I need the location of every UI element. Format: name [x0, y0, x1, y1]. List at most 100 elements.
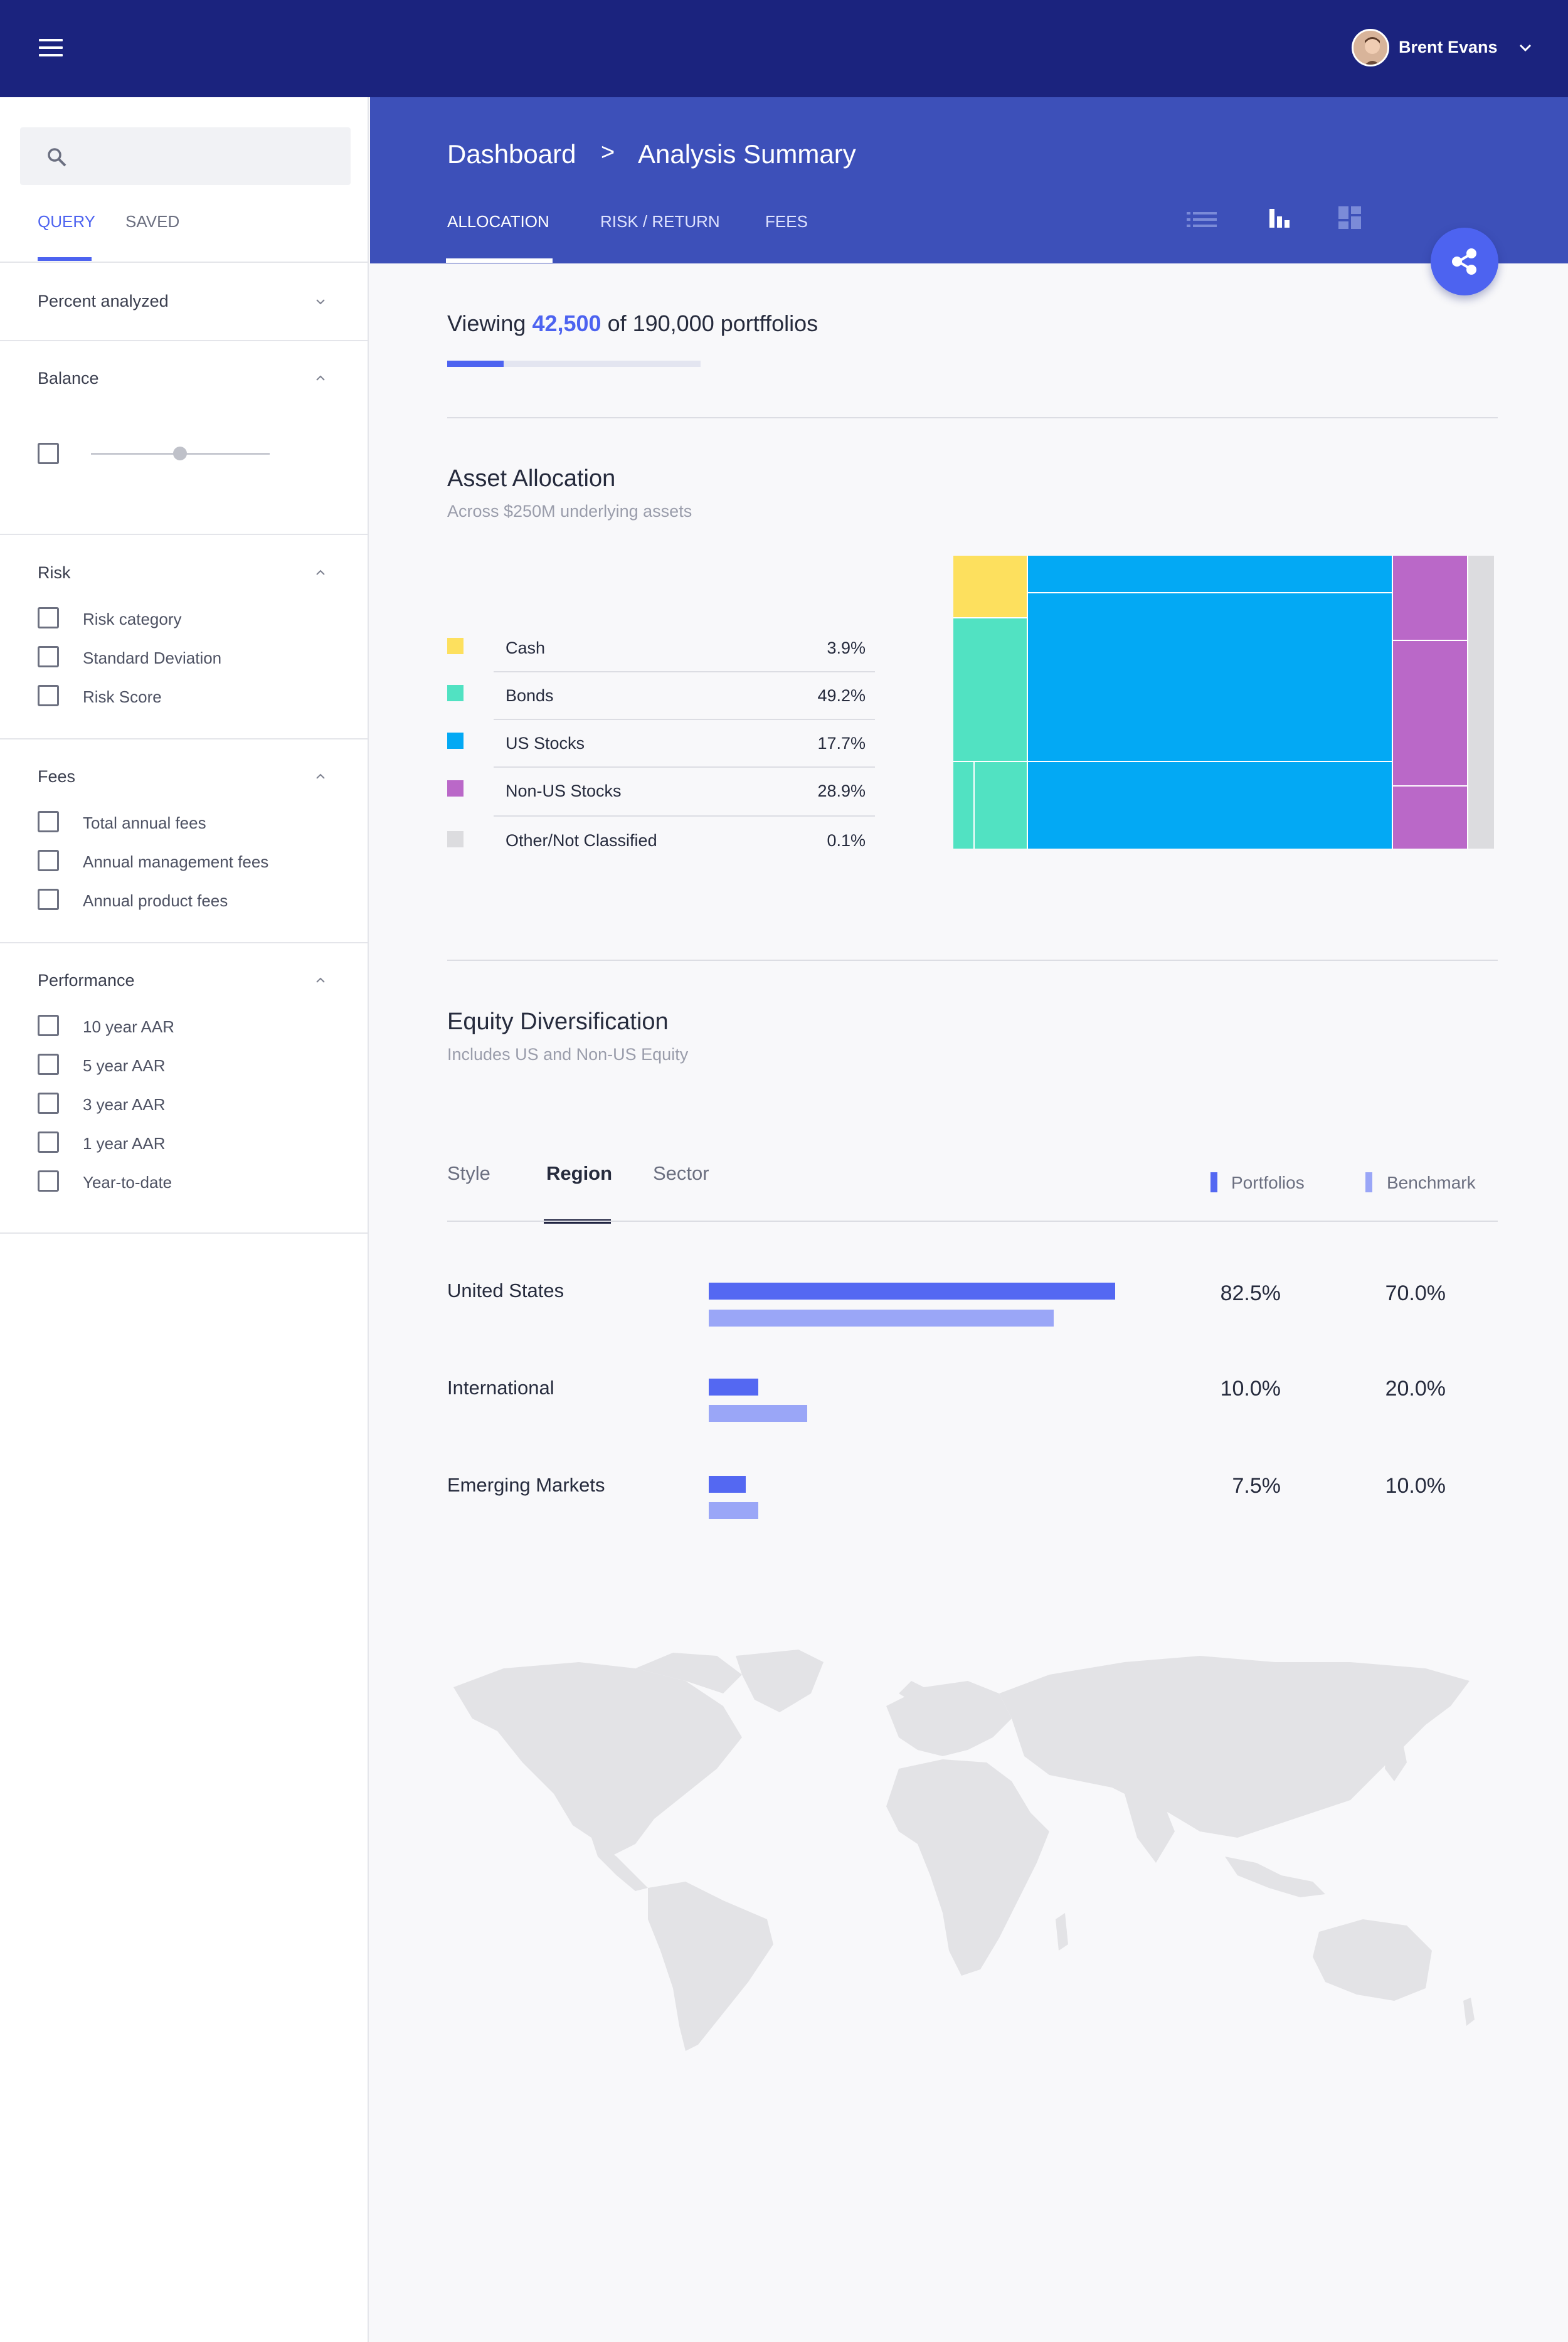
bar-portfolios-united-states[interactable] [709, 1283, 1115, 1300]
active-tab-indicator [38, 257, 92, 261]
divider [494, 766, 875, 768]
legend-marker-portfolios [1210, 1172, 1217, 1192]
divider [0, 942, 369, 943]
chevron-down-icon[interactable] [314, 295, 327, 309]
chevron-up-icon[interactable] [314, 770, 327, 783]
bar-chart-view-icon[interactable] [1267, 205, 1292, 230]
search-input[interactable] [20, 127, 351, 185]
standard-deviation-checkbox[interactable] [38, 646, 59, 667]
avatar[interactable] [1352, 29, 1389, 66]
tab-sector[interactable]: Sector [653, 1162, 709, 1184]
bar-benchmark-united-states[interactable] [709, 1310, 1054, 1327]
section-header-risk[interactable]: Risk [38, 563, 71, 582]
sidebar [0, 97, 369, 2342]
treemap-cell-non-us-stocks[interactable] [1393, 787, 1467, 849]
region-label: United States [447, 1280, 564, 1301]
viewing-summary: Viewing 42,500 of 190,000 portffolios [447, 310, 818, 337]
legend-value: 3.9% [827, 638, 866, 657]
treemap-cell-non-us-stocks[interactable] [1393, 641, 1467, 785]
chevron-up-icon[interactable] [314, 566, 327, 580]
treemap-cell-us-stocks[interactable] [1028, 556, 1392, 592]
3-year-aar-checkbox[interactable] [38, 1093, 59, 1114]
top-app-bar [0, 0, 1568, 97]
divider [0, 340, 369, 341]
tab-region[interactable]: Region [546, 1162, 613, 1184]
treemap-cell-non-us-stocks[interactable] [1393, 556, 1467, 640]
viewing-count: 42,500 [532, 310, 601, 336]
checkbox-label: 1 year AAR [83, 1134, 166, 1153]
chevron-up-icon[interactable] [314, 371, 327, 385]
1-year-aar-checkbox[interactable] [38, 1131, 59, 1153]
section-header-fees[interactable]: Fees [38, 767, 76, 786]
progress-track [447, 361, 701, 367]
legend-swatch-bonds [447, 685, 464, 701]
region-label: Emerging Markets [447, 1474, 605, 1496]
legend-label: Bonds [506, 686, 554, 705]
total-annual-fees-checkbox[interactable] [38, 811, 59, 832]
divider [447, 960, 1498, 961]
value-portfolios: 7.5% [1232, 1474, 1281, 1498]
treemap-cell-us-stocks[interactable] [1028, 593, 1392, 761]
balance-slider-thumb[interactable] [173, 447, 187, 460]
treemap-cell-bonds[interactable] [975, 762, 1027, 849]
tab-allocation[interactable]: ALLOCATION [447, 212, 549, 231]
risk-category-checkbox[interactable] [38, 607, 59, 628]
treemap-cell-bonds[interactable] [953, 762, 973, 849]
value-benchmark: 70.0% [1385, 1281, 1446, 1305]
chevron-down-icon[interactable] [1517, 39, 1534, 56]
checkbox-label: Standard Deviation [83, 649, 222, 667]
share-icon [1452, 248, 1476, 275]
region-label: International [447, 1377, 554, 1399]
asset-allocation-title: Asset Allocation [447, 465, 616, 492]
bar-portfolios-emerging-markets[interactable] [709, 1476, 746, 1493]
legend-value: 0.1% [827, 831, 866, 850]
menu-icon[interactable] [39, 39, 65, 59]
treemap-cell-bonds[interactable] [953, 618, 1027, 761]
treemap-cell-us-stocks[interactable] [1028, 762, 1392, 849]
treemap-cell-other[interactable] [1468, 556, 1494, 849]
tab-fees[interactable]: FEES [765, 212, 808, 231]
bar-portfolios-international[interactable] [709, 1379, 758, 1396]
value-benchmark: 10.0% [1385, 1474, 1446, 1498]
list-view-icon[interactable] [1187, 207, 1218, 232]
divider [447, 1221, 1498, 1222]
divider [0, 262, 369, 263]
section-header-percent-analyzed[interactable]: Percent analyzed [38, 292, 169, 310]
bar-benchmark-emerging-markets[interactable] [709, 1502, 758, 1519]
tab-saved[interactable]: SAVED [125, 212, 180, 231]
progress-fill [447, 361, 504, 367]
legend-value: 28.9% [817, 782, 866, 800]
section-header-performance[interactable]: Performance [38, 971, 135, 990]
tab-style[interactable]: Style [447, 1162, 490, 1184]
annual-management-fees-checkbox[interactable] [38, 850, 59, 871]
checkbox-label: Annual management fees [83, 852, 269, 871]
active-tab-indicator [446, 258, 553, 263]
annual-product-fees-checkbox[interactable] [38, 889, 59, 910]
share-button[interactable] [1431, 228, 1498, 295]
equity-diversification-subtitle: Includes US and Non-US Equity [447, 1045, 689, 1064]
risk-score-checkbox[interactable] [38, 685, 59, 706]
breadcrumb-dashboard[interactable]: Dashboard [447, 139, 576, 169]
bar-benchmark-international[interactable] [709, 1405, 807, 1422]
section-header-balance[interactable]: Balance [38, 369, 99, 388]
checkbox-label: 5 year AAR [83, 1056, 166, 1075]
legend-label: Cash [506, 638, 546, 657]
treemap-cell-cash[interactable] [953, 556, 1027, 617]
year-to-date-checkbox[interactable] [38, 1170, 59, 1192]
viewing-suffix: of 190,000 portffolios [607, 310, 818, 336]
checkbox-label: 3 year AAR [83, 1095, 166, 1114]
search-icon [48, 148, 66, 167]
asset-allocation-treemap [953, 556, 1494, 849]
legend-label: Other/Not Classified [506, 831, 657, 850]
10-year-aar-checkbox[interactable] [38, 1015, 59, 1036]
balance-checkbox[interactable] [38, 443, 59, 464]
user-name[interactable]: Brent Evans [1399, 38, 1498, 56]
tab-query[interactable]: QUERY [38, 212, 95, 231]
legend-label: US Stocks [506, 734, 585, 753]
5-year-aar-checkbox[interactable] [38, 1054, 59, 1075]
chevron-up-icon[interactable] [314, 973, 327, 987]
checkbox-label: Total annual fees [83, 813, 206, 832]
tab-risk-return[interactable]: RISK / RETURN [600, 212, 720, 231]
dashboard-view-icon[interactable] [1337, 205, 1362, 230]
legend-swatch-non-us-stocks [447, 780, 464, 797]
